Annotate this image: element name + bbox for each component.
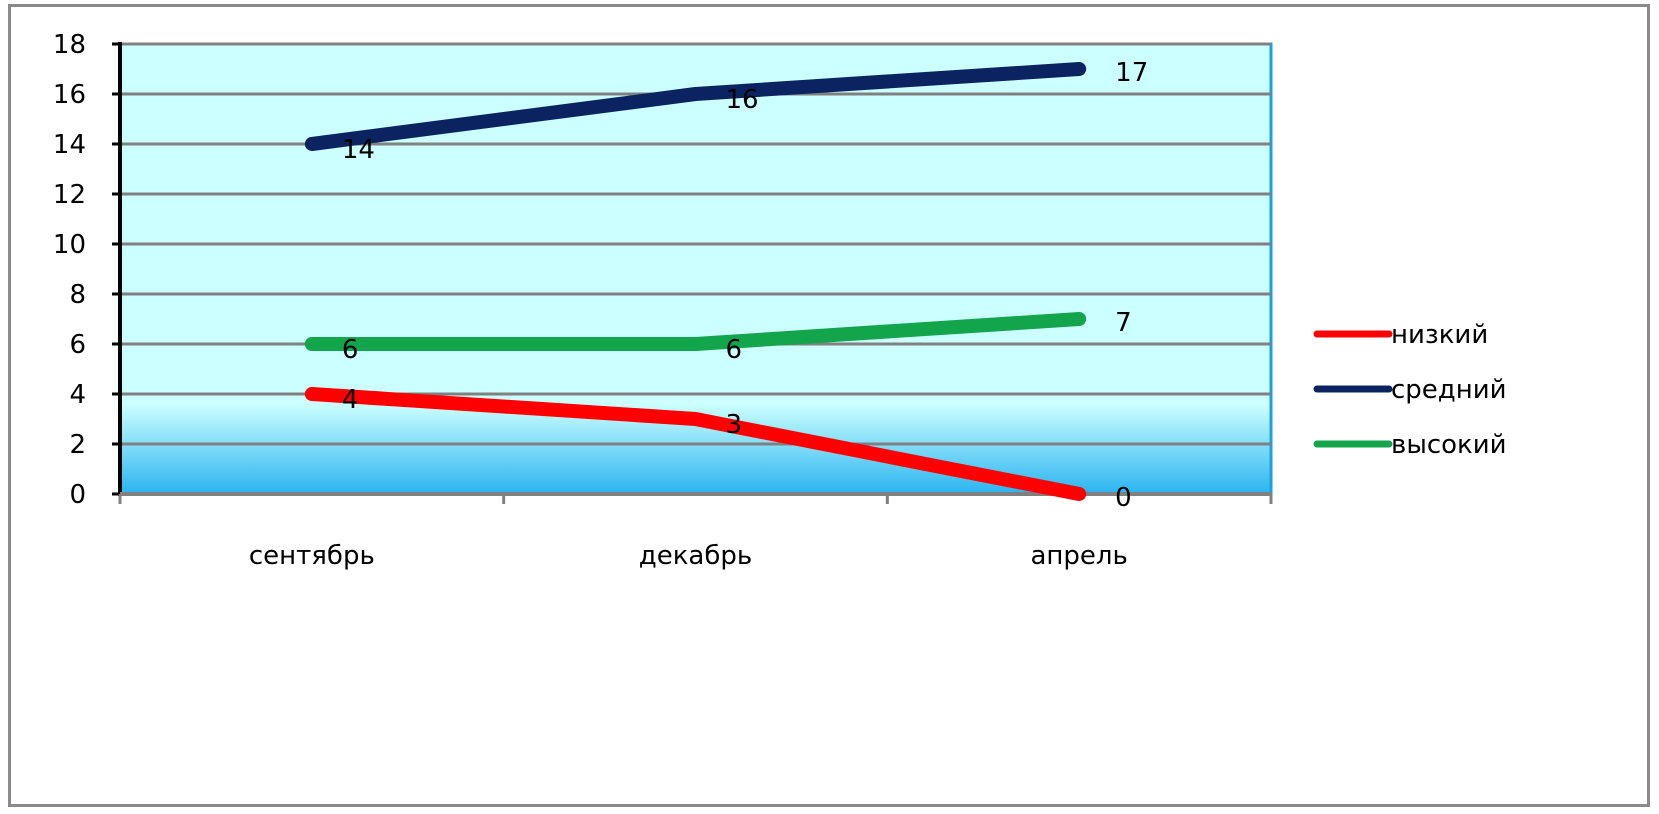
series-line — [304, 387, 1087, 501]
y-tick-label: 10 — [53, 230, 86, 260]
chart-frame: 0 2 4 6 8 10 12 14 16 18 сентябрь декабрь апрель 4 3… — [8, 4, 1650, 807]
series-group — [304, 62, 1087, 501]
x-axis-ticks: сентябрь декабрь апрель — [118, 494, 1273, 571]
data-label: 17 — [1115, 58, 1148, 88]
data-label: 7 — [1115, 308, 1132, 338]
x-category-label: декабрь — [639, 541, 752, 571]
y-tick-label: 18 — [53, 30, 86, 60]
data-label: 16 — [726, 85, 759, 115]
y-tick-label: 2 — [69, 430, 86, 460]
y-tick-label: 16 — [53, 80, 86, 110]
data-label: 4 — [342, 385, 359, 415]
y-tick-label: 4 — [69, 380, 86, 410]
data-label: 0 — [1115, 483, 1132, 513]
y-tick-label: 6 — [69, 330, 86, 360]
data-label: 6 — [726, 335, 743, 365]
y-tick-label: 0 — [69, 480, 86, 510]
y-tick-label: 8 — [69, 280, 86, 310]
series-line — [304, 312, 1087, 351]
legend: низкий средний высокий — [1313, 320, 1507, 460]
y-axis-ticks: 0 2 4 6 8 10 12 14 16 18 — [53, 30, 120, 510]
line-chart: 0 2 4 6 8 10 12 14 16 18 сентябрь декабрь апрель 4 3… — [53, 30, 1507, 571]
data-label: 3 — [726, 410, 743, 440]
legend-label: средний — [1391, 375, 1507, 405]
legend-label: высокий — [1391, 430, 1507, 460]
x-category-label: сентябрь — [249, 541, 375, 571]
y-tick-label: 12 — [53, 180, 86, 210]
legend-label: низкий — [1391, 320, 1488, 350]
y-tick-label: 14 — [53, 130, 86, 160]
x-category-label: апрель — [1030, 541, 1127, 571]
series-line — [304, 62, 1087, 151]
data-label: 14 — [342, 135, 375, 165]
data-label: 6 — [342, 335, 359, 365]
plot-area — [118, 42, 1273, 496]
data-labels: 4 3 0 14 16 17 6 6 7 — [342, 58, 1148, 513]
